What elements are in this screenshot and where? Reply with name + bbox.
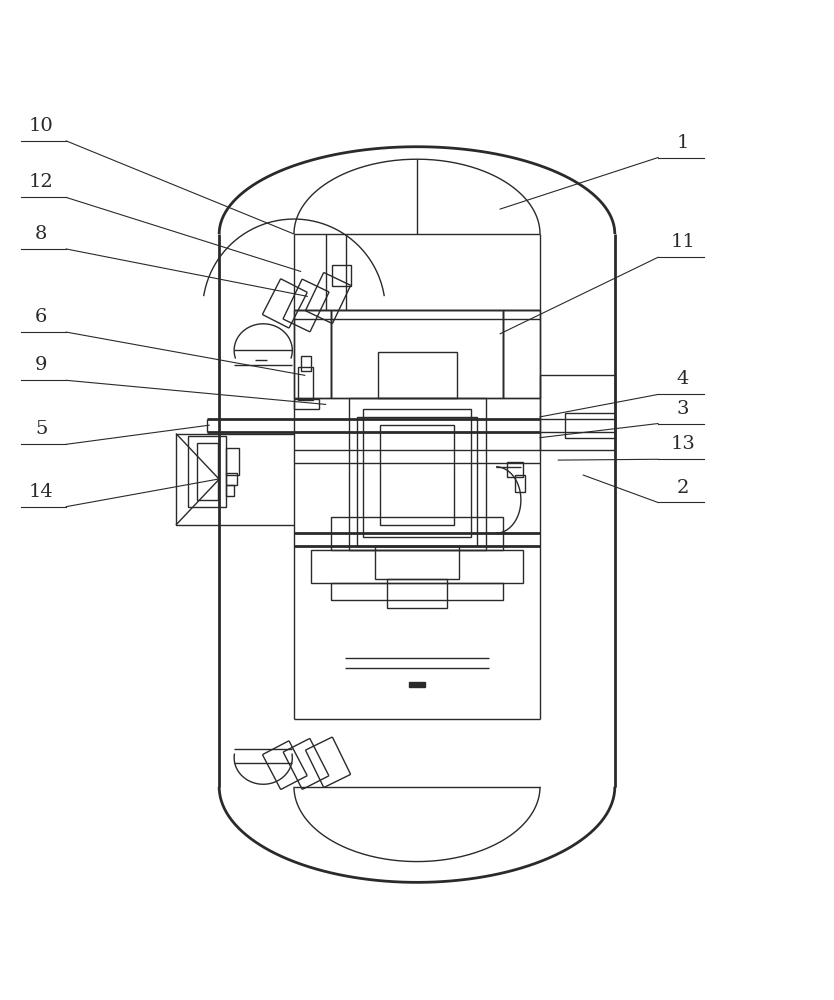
Text: 10: 10: [29, 117, 53, 135]
Bar: [331, 310, 503, 398]
Bar: [363, 409, 471, 537]
Bar: [378, 352, 457, 398]
Bar: [409, 682, 425, 687]
Bar: [503, 310, 540, 398]
Bar: [298, 367, 313, 400]
Bar: [310, 550, 524, 583]
Bar: [375, 546, 459, 579]
Text: 4: 4: [677, 370, 689, 388]
Bar: [226, 485, 234, 496]
Bar: [294, 310, 331, 398]
Text: 11: 11: [671, 233, 696, 251]
Text: 2: 2: [677, 479, 689, 497]
Text: 6: 6: [35, 308, 48, 326]
Bar: [565, 413, 615, 438]
Bar: [515, 475, 525, 492]
Bar: [300, 356, 310, 371]
Bar: [331, 583, 503, 600]
Bar: [294, 399, 319, 409]
Bar: [226, 473, 237, 485]
Bar: [507, 462, 524, 477]
Bar: [188, 436, 226, 507]
Text: 9: 9: [35, 356, 48, 374]
Bar: [331, 517, 503, 550]
Text: 5: 5: [35, 420, 48, 438]
Text: 13: 13: [671, 435, 696, 453]
Bar: [226, 448, 239, 475]
Text: 8: 8: [35, 225, 48, 243]
Text: 1: 1: [677, 134, 689, 152]
Text: 3: 3: [676, 400, 689, 418]
Bar: [349, 398, 486, 550]
Bar: [379, 425, 455, 525]
Text: 14: 14: [29, 483, 53, 501]
Bar: [540, 375, 615, 450]
Bar: [387, 579, 447, 608]
Text: 12: 12: [29, 173, 53, 191]
Bar: [357, 417, 477, 546]
Bar: [197, 443, 218, 500]
Bar: [332, 265, 350, 286]
